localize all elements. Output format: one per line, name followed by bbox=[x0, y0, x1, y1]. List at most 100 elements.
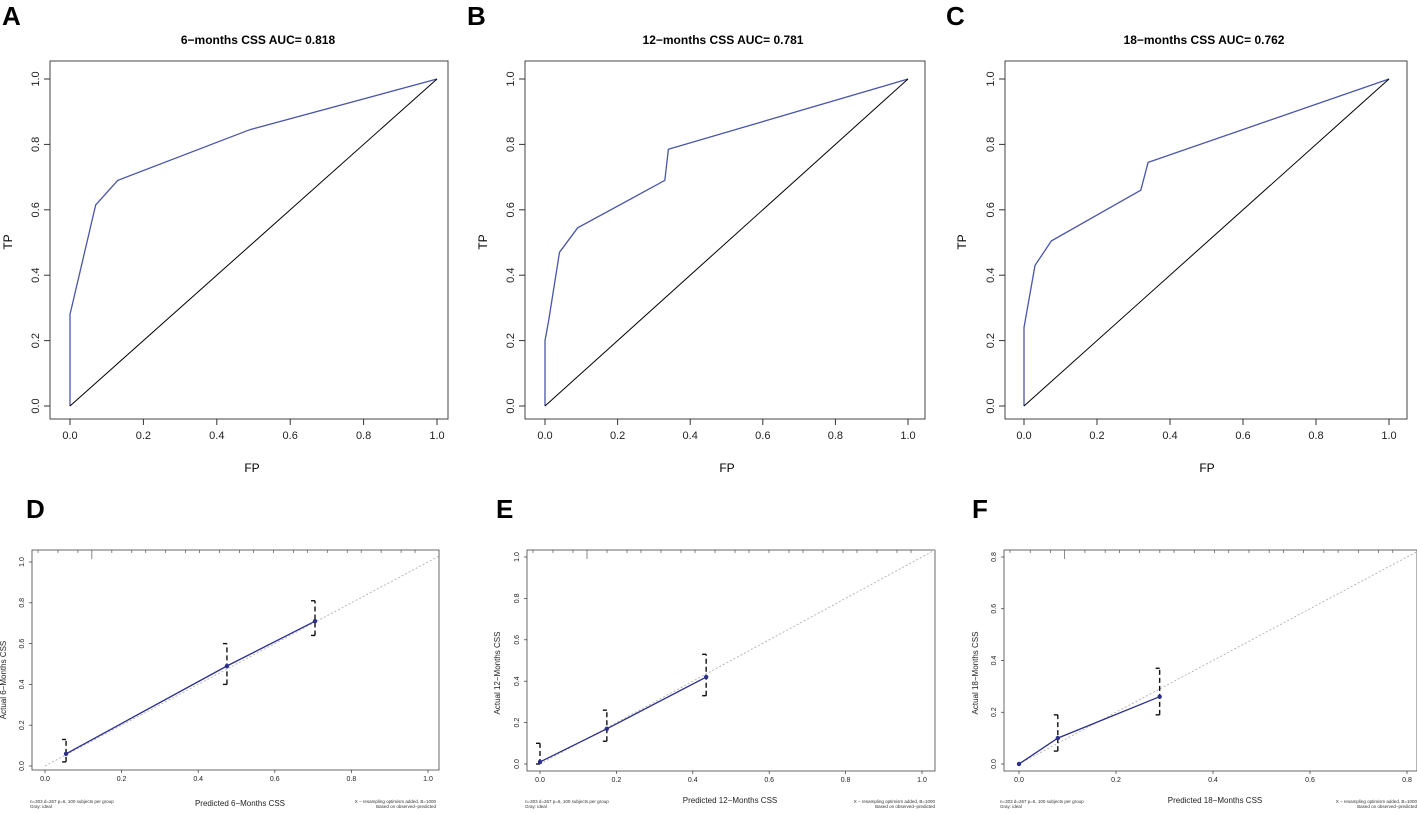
y-tick-label: 0.4 bbox=[19, 679, 26, 689]
footnote-right: X − resampling optimism added, B=1000 bbox=[854, 799, 936, 804]
x-tick-label: 0.6 bbox=[1235, 430, 1250, 442]
y-axis-label: Actual 6−Months CSS bbox=[0, 641, 8, 719]
calibration-line bbox=[539, 676, 707, 763]
y-tick-label: 0.6 bbox=[505, 202, 517, 217]
calibration-point bbox=[1016, 761, 1022, 767]
y-tick-label: 0.4 bbox=[30, 268, 42, 283]
panel-label: B bbox=[467, 1, 486, 31]
x-tick-label: 0.8 bbox=[841, 777, 851, 784]
plot-frame bbox=[524, 60, 926, 420]
calibration-point bbox=[604, 726, 610, 732]
x-tick-label: 0.2 bbox=[1111, 777, 1121, 784]
calibration-panel-E: E 0.0 0.2 0.4 0.6 0.8 1.0 0.0 0.2 0.4 0.6 0.8 1.0 Pre… bbox=[493, 494, 935, 809]
x-axis-label: FP bbox=[244, 461, 259, 475]
x-tick-label: 0.4 bbox=[193, 776, 203, 783]
x-tick-label: 0.0 bbox=[535, 777, 545, 784]
y-axis-label: TP bbox=[476, 234, 490, 249]
calibration-point bbox=[1157, 694, 1162, 699]
x-axis-label: Predicted 12−Months CSS bbox=[683, 796, 778, 805]
x-axis: 0.0 0.2 0.4 0.6 0.8 1.0 bbox=[1016, 419, 1397, 442]
calibration-point bbox=[703, 674, 709, 680]
x-tick-label: 0.4 bbox=[209, 430, 224, 442]
y-tick-label: 0.0 bbox=[985, 398, 997, 413]
y-tick-label: 1.0 bbox=[19, 557, 26, 567]
x-axis-label: FP bbox=[719, 461, 734, 475]
y-axis-label: TP bbox=[1, 234, 15, 249]
roc-curve-line bbox=[544, 78, 909, 406]
y-axis-label: Actual 12−Months CSS bbox=[493, 632, 502, 715]
x-axis: 0.0 0.2 0.4 0.6 0.8 1.0 bbox=[537, 419, 916, 442]
y-tick-label: 0.0 bbox=[514, 759, 521, 769]
x-tick-label: 0.4 bbox=[1208, 777, 1218, 784]
y-tick-label: 0.2 bbox=[514, 718, 521, 728]
x-tick-label: 1.0 bbox=[429, 430, 444, 442]
y-tick-label: 0.4 bbox=[985, 268, 997, 283]
y-axis-label: TP bbox=[955, 234, 969, 249]
calibration-line bbox=[1018, 696, 1160, 765]
y-axis: 0.0 0.2 0.4 0.6 0.8 1.0 bbox=[505, 71, 525, 414]
x-tick-label: 0.0 bbox=[537, 430, 552, 442]
y-axis: 0.0 0.2 0.4 0.6 0.8 bbox=[991, 552, 1004, 769]
x-axis: 0.0 0.2 0.4 0.6 0.8 1.0 bbox=[40, 770, 433, 783]
footnote-right: Based on observed−predicted bbox=[376, 804, 436, 809]
x-tick-label: 0.8 bbox=[828, 430, 843, 442]
y-tick-label: 0.8 bbox=[514, 593, 521, 603]
x-tick-label: 0.8 bbox=[1308, 430, 1323, 442]
y-tick-label: 0.2 bbox=[985, 333, 997, 348]
plot-frame bbox=[1003, 549, 1417, 772]
y-tick-label: 1.0 bbox=[30, 71, 42, 86]
footnote-right: Based on observed−predicted bbox=[1357, 804, 1417, 809]
y-tick-label: 0.6 bbox=[30, 202, 42, 217]
x-tick-label: 1.0 bbox=[423, 776, 433, 783]
chart-title: 18−months CSS AUC= 0.762 bbox=[1124, 33, 1285, 47]
rug-marks bbox=[37, 550, 416, 559]
x-tick-label: 0.6 bbox=[283, 430, 298, 442]
footnote-left: n=303 d=267 p=6, 100 subjects per group bbox=[525, 799, 609, 804]
y-tick-label: 0.8 bbox=[985, 137, 997, 152]
y-tick-label: 0.6 bbox=[19, 639, 26, 649]
x-tick-label: 0.0 bbox=[40, 776, 50, 783]
y-tick-label: 0.0 bbox=[505, 398, 517, 413]
chart-title: 6−months CSS AUC= 0.818 bbox=[181, 33, 336, 47]
footnote-left: Gray: ideal bbox=[1000, 804, 1022, 809]
plot-frame bbox=[526, 549, 936, 772]
roc-panel-A: A 6−months CSS AUC= 0.818 0.0 0.2 0.4 0.6 0.8 1… bbox=[1, 1, 449, 475]
roc-curve-line bbox=[1023, 78, 1390, 406]
rug-marks bbox=[1009, 550, 1394, 559]
y-tick-label: 0.6 bbox=[985, 202, 997, 217]
x-tick-label: 0.0 bbox=[1016, 430, 1031, 442]
x-tick-label: 0.6 bbox=[764, 777, 774, 784]
y-tick-label: 0.2 bbox=[991, 707, 998, 717]
x-tick-label: 0.4 bbox=[683, 430, 698, 442]
y-axis: 0.0 0.2 0.4 0.6 0.8 1.0 bbox=[19, 557, 32, 771]
y-tick-label: 0.8 bbox=[991, 552, 998, 562]
x-axis-label: FP bbox=[1199, 461, 1214, 475]
x-tick-label: 0.4 bbox=[688, 777, 698, 784]
y-tick-label: 1.0 bbox=[514, 552, 521, 562]
x-tick-label: 0.8 bbox=[347, 776, 357, 783]
panel-label: F bbox=[972, 494, 988, 524]
chart-title: 12−months CSS AUC= 0.781 bbox=[643, 33, 804, 47]
footnote-left: n=303 d=267 p=6, 100 subjects per group bbox=[1000, 799, 1084, 804]
y-tick-label: 0.4 bbox=[991, 656, 998, 666]
rug-marks bbox=[532, 550, 912, 559]
y-tick-label: 0.2 bbox=[30, 333, 42, 348]
y-axis: 0.0 0.2 0.4 0.6 0.8 1.0 bbox=[30, 71, 50, 414]
ideal-reference-line bbox=[1018, 551, 1417, 765]
calibration-point bbox=[224, 663, 230, 669]
plot-frame bbox=[1004, 60, 1408, 420]
error-bars bbox=[62, 600, 316, 763]
x-tick-label: 0.0 bbox=[1014, 777, 1024, 784]
calibration-line bbox=[65, 620, 316, 755]
x-axis: 0.0 0.2 0.4 0.6 0.8 1.0 bbox=[62, 419, 445, 442]
calibration-point bbox=[63, 751, 69, 756]
y-tick-label: 0.8 bbox=[30, 137, 42, 152]
y-tick-label: 0.2 bbox=[19, 720, 26, 730]
y-tick-label: 0.0 bbox=[30, 398, 42, 413]
calibration-point bbox=[537, 759, 543, 765]
y-tick-label: 0.8 bbox=[505, 137, 517, 152]
panel-label: E bbox=[496, 494, 513, 524]
reference-diagonal-line bbox=[1023, 78, 1390, 407]
y-tick-label: 0.2 bbox=[505, 333, 517, 348]
footnote-right: Based on observed−predicted bbox=[875, 804, 935, 809]
